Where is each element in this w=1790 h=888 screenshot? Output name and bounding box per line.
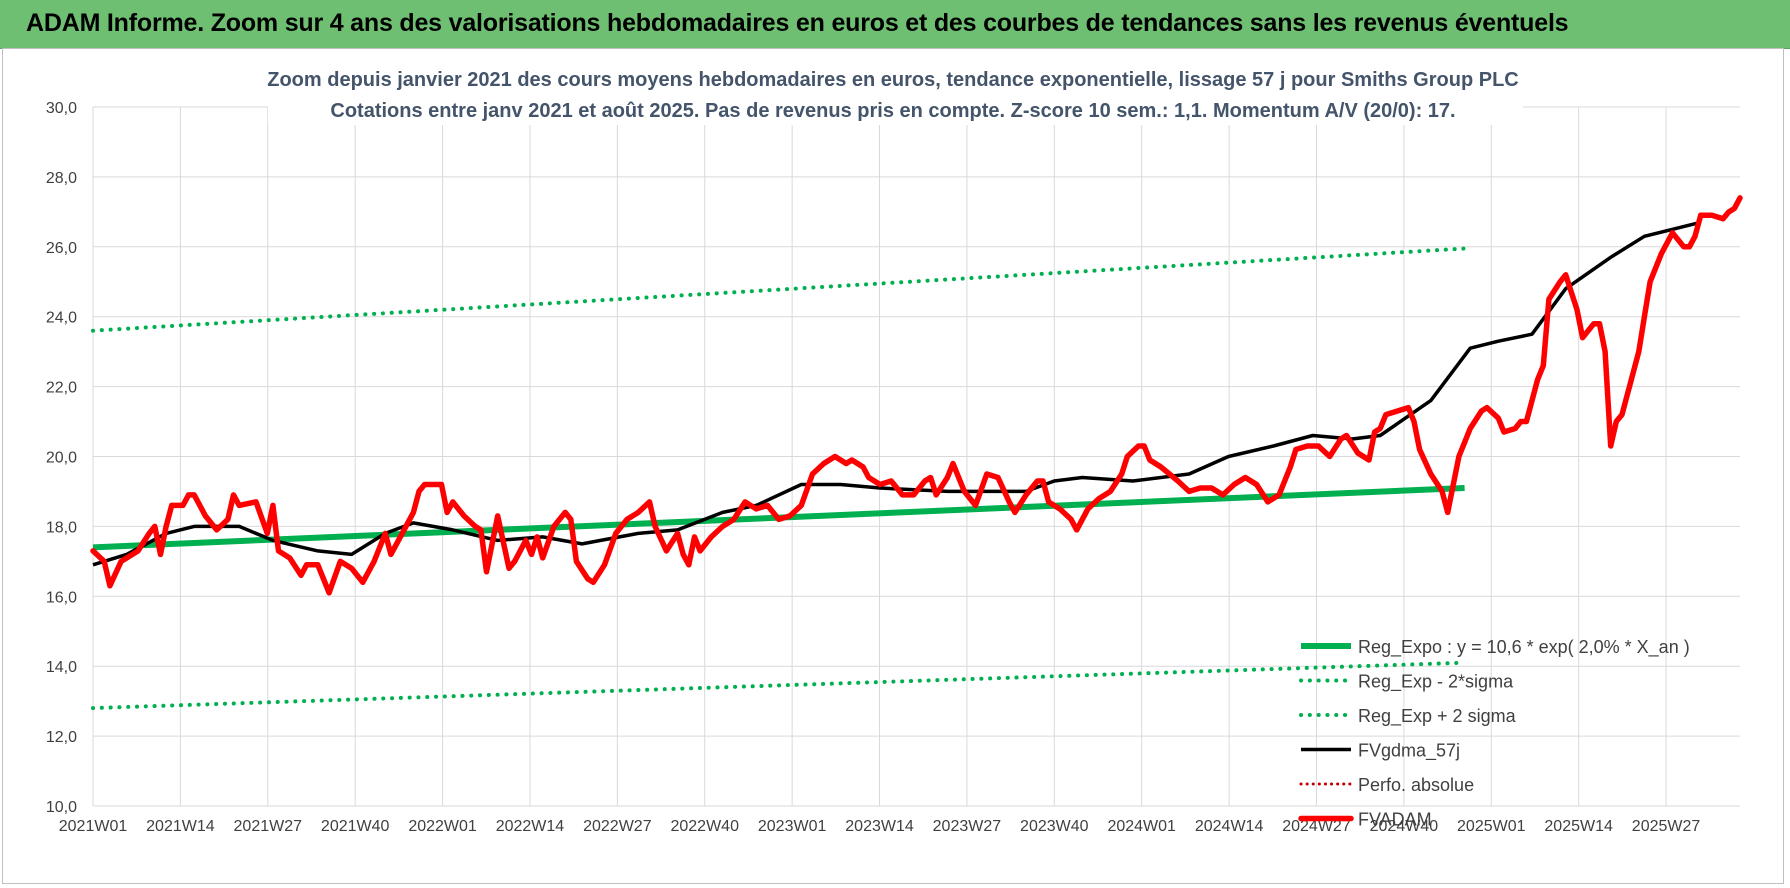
y-tick-label: 26,0 [46, 240, 77, 257]
x-tick-label: 2021W01 [59, 818, 128, 835]
series-reg-minus-2sigma-line [91, 660, 1467, 711]
x-tick-label: 2025W27 [1632, 818, 1701, 835]
y-tick-label: 30,0 [46, 100, 77, 117]
x-tick-label: 2022W27 [583, 818, 652, 835]
y-tick-label: 28,0 [46, 170, 77, 187]
x-tick-label: 2025W01 [1457, 818, 1526, 835]
y-tick-label: 10,0 [46, 799, 77, 816]
x-tick-label: 2023W01 [758, 818, 827, 835]
x-tick-label: 2024W14 [1195, 818, 1264, 835]
x-tick-label: 2021W27 [234, 818, 303, 835]
chart-frame: 10,0 12,0 14,0 16,0 18,0 20,0 22,0 24,0 26,0 28,0… [2, 48, 1784, 884]
series-group [90, 195, 1743, 711]
x-tick-label: 2024W01 [1107, 818, 1176, 835]
legend-label: Reg_Exp - 2*sigma [1358, 672, 1514, 693]
y-tick-label: 20,0 [46, 450, 77, 467]
legend-label: FVADAM [1358, 810, 1432, 830]
x-tick-label: 2022W01 [408, 818, 477, 835]
x-tick-label: 2023W14 [845, 818, 914, 835]
x-tick-label: 2022W14 [496, 818, 565, 835]
x-tick-label: 2021W40 [321, 818, 390, 835]
y-tick-label: 14,0 [46, 659, 77, 676]
x-tick-label: 2023W27 [933, 818, 1002, 835]
legend-label: Reg_Expo : y = 10,6 * exp( 2,0% * X_an ) [1358, 637, 1690, 658]
chart-subtitle: Cotations entre janv 2021 et août 2025. … [330, 100, 1455, 122]
x-tick-label: 2024W40 [1370, 818, 1439, 835]
title-background [268, 61, 1523, 125]
y-tick-label: 16,0 [46, 589, 77, 606]
chart-title: Zoom depuis janvier 2021 des cours moyen… [267, 69, 1518, 91]
y-tick-label: 22,0 [46, 380, 77, 397]
x-tick-label: 2021W14 [146, 818, 215, 835]
y-tick-label: 12,0 [46, 729, 77, 746]
header-title: ADAM Informe. Zoom sur 4 ans des valoris… [26, 9, 1569, 37]
x-axis: 2021W01 2021W14 2021W27 2021W40 2022W01 2022W… [59, 818, 1701, 835]
legend-label: FVgdma_57j [1358, 741, 1460, 762]
y-tick-label: 18,0 [46, 519, 77, 536]
series-fvadam-line [90, 195, 1743, 596]
chart-svg: 10,0 12,0 14,0 16,0 18,0 20,0 22,0 24,0 26,0 28,0… [46, 61, 1743, 835]
x-tick-label: 2022W40 [670, 818, 739, 835]
y-tick-label: 24,0 [46, 310, 77, 327]
series-reg-plus-2sigma-line [91, 246, 1467, 333]
series-fvgdma-line [92, 220, 1702, 567]
legend-label: Reg_Exp + 2 sigma [1358, 706, 1517, 727]
legend-label: Perfo. absolue [1358, 775, 1474, 795]
x-tick-label: 2023W40 [1020, 818, 1089, 835]
x-tick-label: 2025W14 [1544, 818, 1613, 835]
header-banner: ADAM Informe. Zoom sur 4 ans des valoris… [0, 0, 1790, 49]
x-tick-label: 2024W27 [1282, 818, 1351, 835]
legend: Reg_Expo : y = 10,6 * exp( 2,0% * X_an )… [1298, 637, 1690, 830]
y-axis: 10,0 12,0 14,0 16,0 18,0 20,0 22,0 24,0 26,0 28,0… [46, 100, 77, 816]
